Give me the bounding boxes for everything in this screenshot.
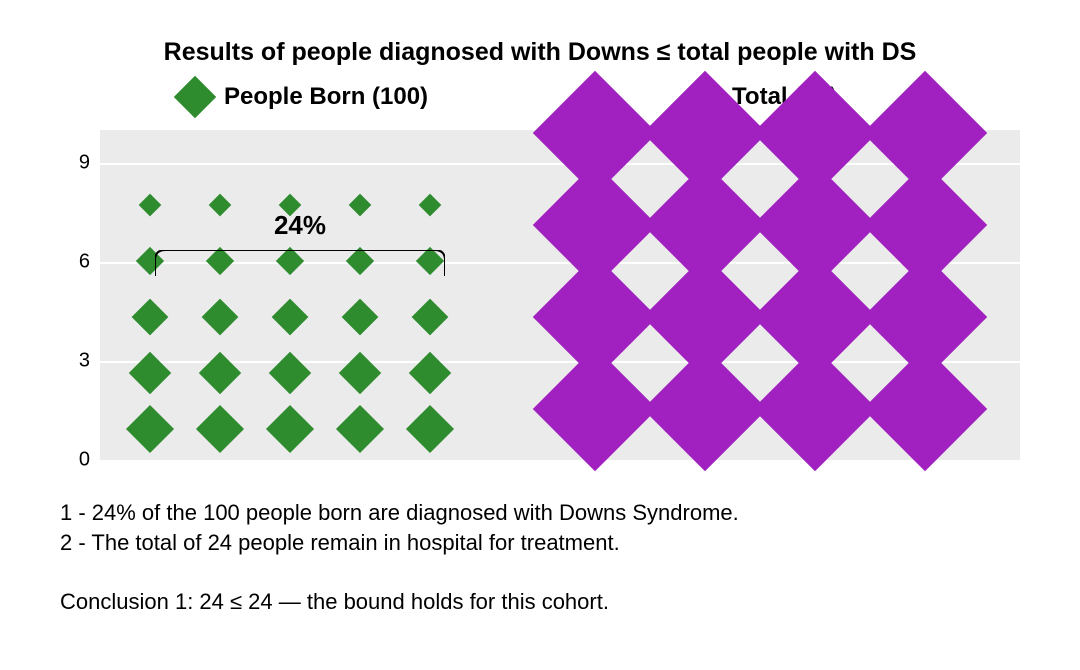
legend-item-left: People Born (100) [180,82,428,112]
ytick-label: 9 [79,152,100,175]
gridline [100,163,1020,165]
chart-title: Results of people diagnosed with Downs ≤… [0,38,1080,67]
ytick-label: 0 [79,449,100,472]
callout-label: 24% [274,210,326,241]
footer-line: Conclusion 1: 24 ≤ 24 — the bound holds … [60,587,739,617]
gridline [100,460,1020,462]
footer-line [60,557,739,587]
plot-area: 0369 [100,130,1020,460]
ytick-label: 3 [79,350,100,373]
callout-brace [155,250,445,280]
gridline [100,361,1020,363]
footer-line: 1 - 24% of the 100 people born are diagn… [60,498,739,528]
legend-swatch-left [174,76,216,118]
ytick-label: 6 [79,251,100,274]
footer-line: 2 - The total of 24 people remain in hos… [60,528,739,558]
chart-wrap: Results of people diagnosed with Downs ≤… [0,0,1080,670]
footer-text: 1 - 24% of the 100 people born are diagn… [60,498,739,617]
legend-label-left: People Born (100) [224,83,428,111]
